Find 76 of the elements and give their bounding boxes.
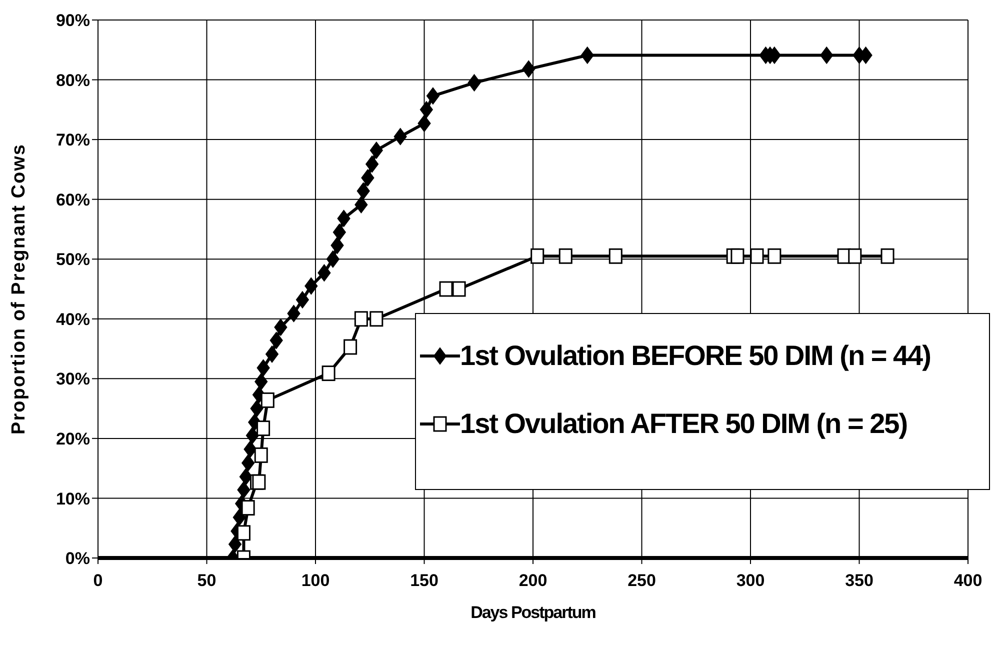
point [370,311,384,327]
point [394,128,407,146]
point [768,248,782,264]
point [254,373,268,390]
point [370,142,383,159]
point [730,248,744,264]
point [250,400,264,418]
point [246,426,259,444]
point [332,224,346,241]
point [242,454,255,472]
point [522,60,536,78]
point [318,264,331,282]
y-tick-label: 10% [56,489,90,508]
point [296,291,309,308]
point [418,114,431,132]
point [452,281,466,297]
point [330,236,344,254]
x-tick-label: 50 [197,571,216,590]
point [256,359,270,376]
point [608,248,622,264]
point [274,318,288,336]
point [237,481,250,498]
y-tick-label: 20% [56,429,90,448]
y-tick-label: 90% [56,11,90,30]
y-tick-label: 40% [56,310,90,329]
x-tick-label: 250 [628,571,656,590]
point [439,281,453,297]
x-tick-label: 350 [845,571,874,590]
point [366,156,379,173]
point [287,305,300,322]
x-tick-label: 300 [736,571,765,590]
point [848,248,862,264]
x-tick-label: 150 [410,571,438,590]
point [880,248,894,264]
point [241,500,255,516]
point [354,311,368,327]
x-tick-label: 400 [954,571,982,590]
point [361,169,374,186]
y-tick-label: 30% [56,370,90,389]
point [232,508,246,526]
x-tick-label: 200 [518,571,548,590]
point [254,447,268,463]
point [820,46,834,64]
point [322,366,336,382]
x-tick-label: 100 [301,571,330,590]
point [239,468,252,486]
y-tick-label: 70% [56,130,90,150]
legend-label: 1st Ovulation BEFORE 50 DIM (n = 44) [460,340,930,372]
point [337,210,350,227]
x-tick-label: 0 [93,571,103,590]
point [356,182,370,200]
y-tick-label: 80% [56,70,90,90]
point [266,346,278,363]
point [420,101,433,118]
point [270,332,283,349]
y-tick-label: 0% [65,549,90,568]
point [468,74,481,92]
y-axis-title: Proportion of Pregnant Cows [8,144,30,434]
point [344,339,358,355]
point [228,536,242,553]
y-tick-label: 50% [56,250,90,270]
y-tick-label: 60% [56,190,90,210]
point [558,248,572,264]
point [326,250,340,268]
point [260,392,274,408]
legend-label: 1st Ovulation AFTER 50 DIM (n = 25) [460,408,908,440]
point [256,420,270,436]
point [750,248,764,264]
point [580,46,594,64]
point [244,440,257,458]
point [426,87,440,104]
point [236,525,250,541]
point [304,278,318,295]
point [354,196,368,214]
point [530,248,544,264]
x-axis-title: Days Postpartum [470,603,596,622]
